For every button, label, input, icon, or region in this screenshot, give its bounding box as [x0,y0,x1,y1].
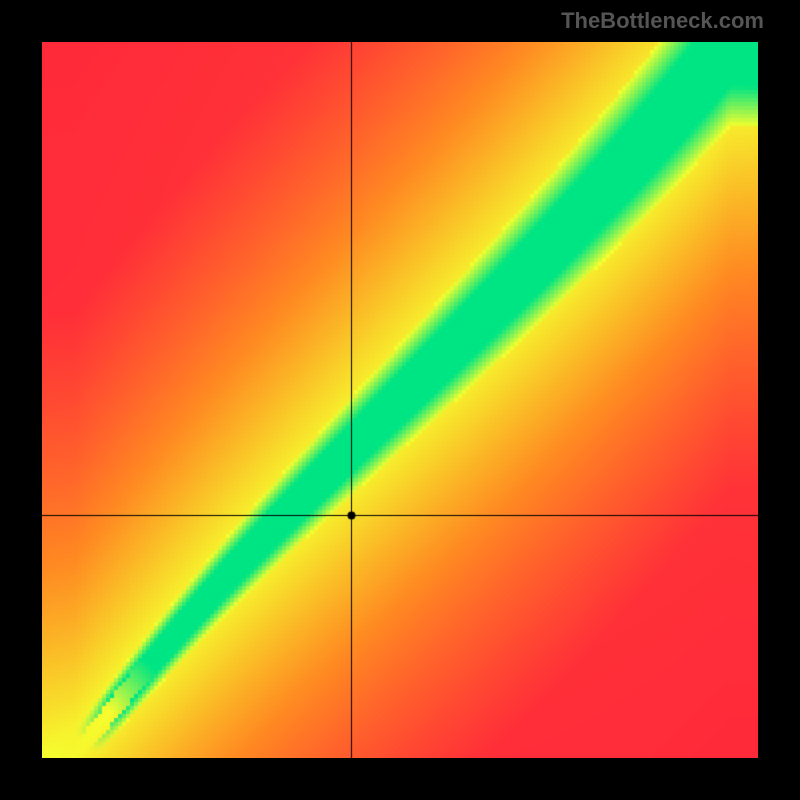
bottleneck-heatmap [42,42,758,758]
watermark-text: TheBottleneck.com [561,8,764,34]
